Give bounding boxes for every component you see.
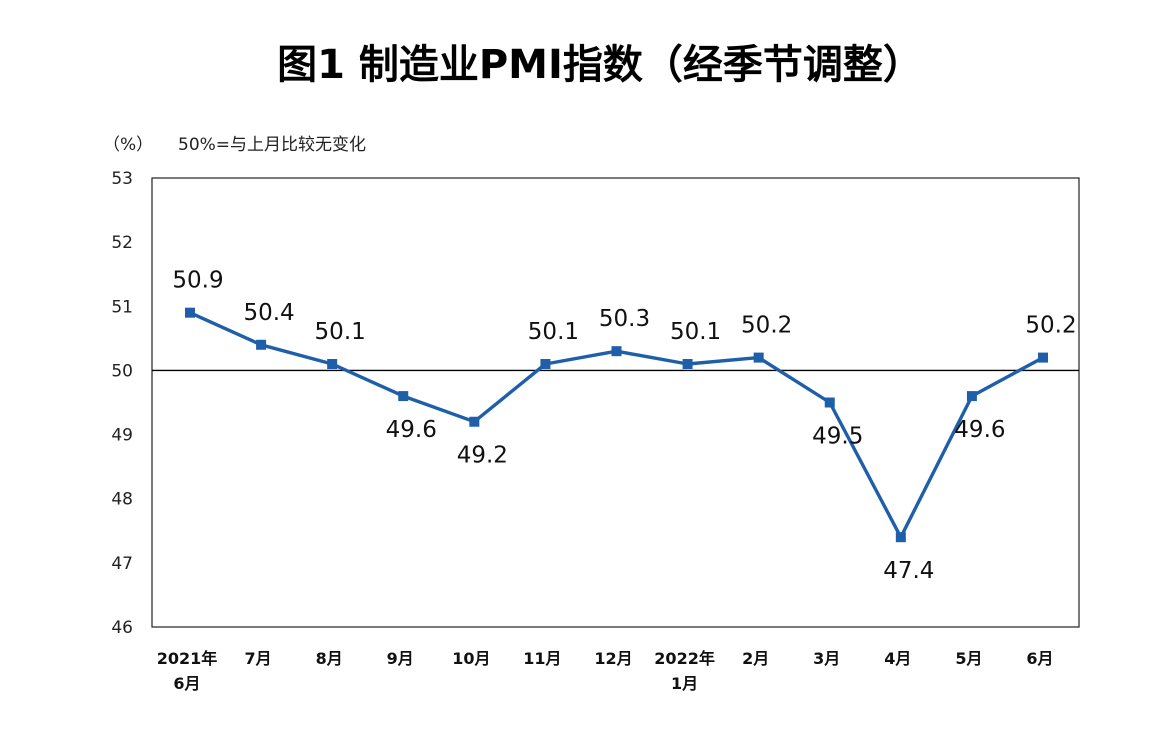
data-label: 49.2 [457,443,508,469]
data-point [682,359,693,370]
data-point [398,391,409,402]
data-point [327,359,338,370]
data-label: 49.6 [386,417,437,443]
y-tick-label: 46 [111,618,133,638]
data-point [611,346,622,357]
x-tick-label: 12月 [594,649,632,668]
chart-annotation: 50%=与上月比较无变化 [178,135,366,155]
x-tick-label: 8月 [316,649,343,668]
y-tick-label: 47 [111,554,133,574]
data-point [824,397,835,408]
data-label: 50.3 [599,306,650,332]
x-tick-label: 7月 [245,649,272,668]
y-tick-label: 49 [111,426,133,446]
data-label: 50.1 [528,319,579,345]
data-point [1038,352,1048,363]
data-point [753,352,764,363]
x-tick-label: 10月 [452,649,490,668]
x-tick-label: 9月 [387,649,414,668]
y-tick-label: 52 [111,233,133,253]
x-tick-label: 6月 [1026,649,1053,668]
data-label: 47.4 [883,558,934,584]
y-tick-label: 50 [111,361,133,381]
x-axis: 2021年 6月 7月 8月 9月 10月 11月 12月 2022年 1月 2月 3月 4月 5月 6月 [157,649,1054,693]
data-point [256,339,267,350]
x-tick-label: 5月 [955,649,982,668]
data-point [966,391,977,402]
x-tick-label: 2月 [742,649,769,668]
x-tick-label: 11月 [523,649,561,668]
data-label: 50.2 [741,313,792,339]
data-label: 50.2 [1025,313,1076,339]
x-tick-label: 3月 [813,649,840,668]
y-tick-label: 51 [111,297,133,317]
y-axis: 46 47 48 49 50 51 52 53 [111,169,133,638]
data-label: 49.6 [954,417,1005,443]
data-labels: 50.9 50.4 50.1 49.6 49.2 50.1 50.3 50.1 50.2 49.5… [172,268,1076,585]
data-point [895,532,906,543]
data-label: 50.1 [670,319,721,345]
y-tick-label: 48 [111,490,133,510]
x-tick-label: 4月 [884,649,911,668]
data-label: 50.1 [315,319,366,345]
plot-frame [151,177,1080,628]
data-label: 49.5 [812,424,863,450]
x-tick-label: 2021年 6月 [157,649,218,693]
data-label: 50.9 [172,268,223,294]
data-point [469,416,480,427]
data-point [540,359,551,370]
data-point [185,307,195,318]
y-tick-label: 53 [111,169,133,189]
x-tick-label: 2022年 1月 [654,649,715,693]
y-unit-label: （%） [103,135,153,155]
data-label: 50.4 [243,300,294,326]
pmi-series-markers [185,307,1048,543]
chart-title: 图1 制造业PMI指数（经季节调整） [277,42,923,88]
